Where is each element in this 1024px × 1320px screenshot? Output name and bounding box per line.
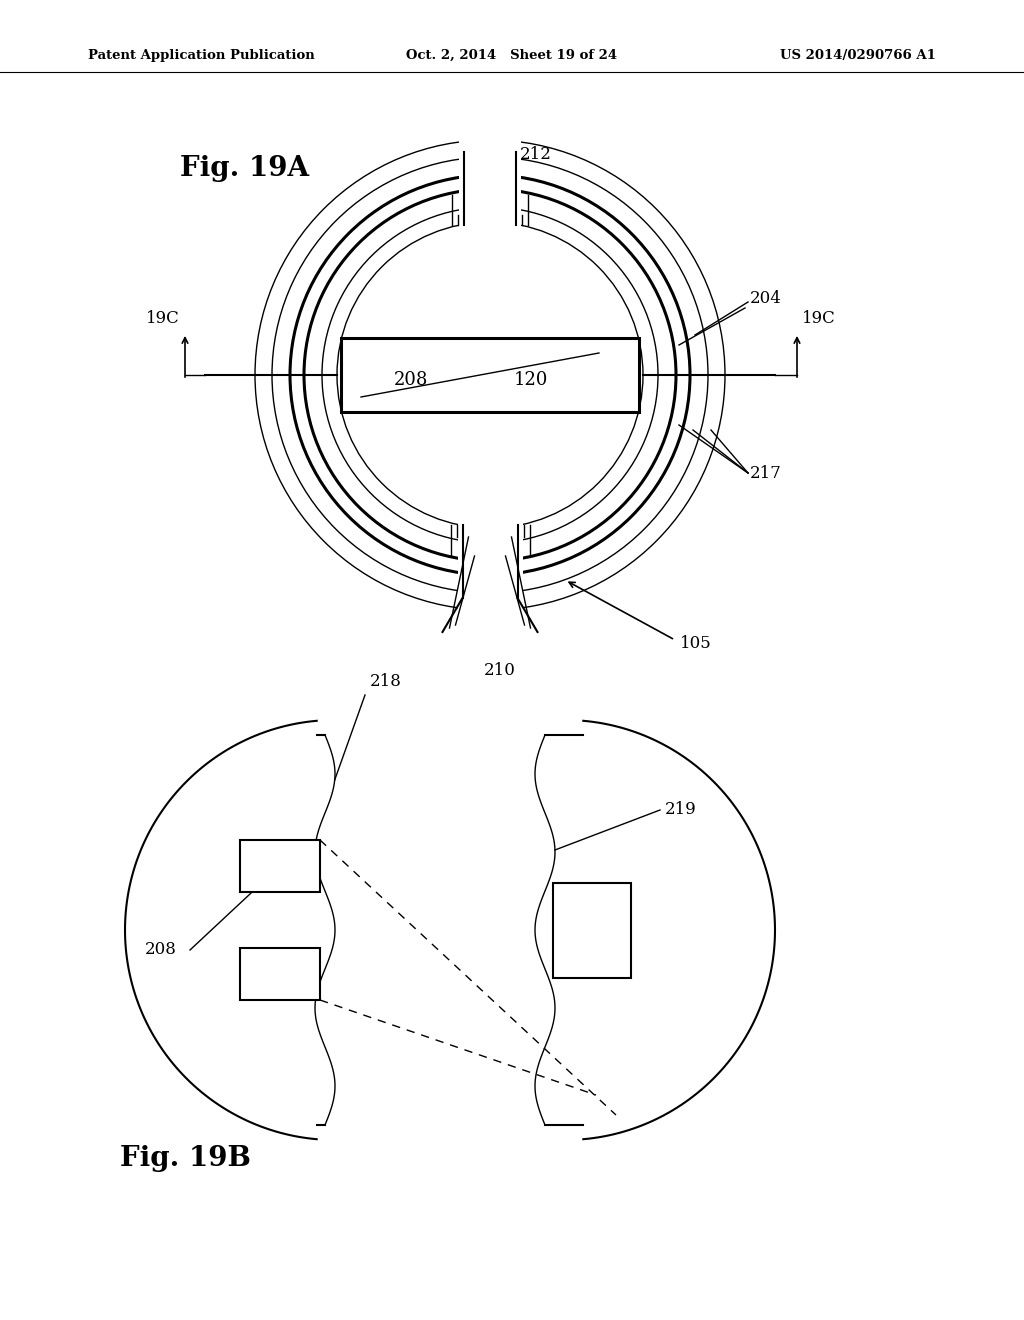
Text: 217: 217 xyxy=(750,465,782,482)
Bar xyxy=(459,129,521,227)
Bar xyxy=(240,948,319,1001)
Bar xyxy=(341,338,639,412)
Text: 219: 219 xyxy=(665,801,696,818)
Text: Fig. 19A: Fig. 19A xyxy=(180,154,309,182)
Text: 212: 212 xyxy=(520,147,552,162)
Text: 210: 210 xyxy=(484,663,516,678)
Text: Patent Application Publication: Patent Application Publication xyxy=(88,49,314,62)
Text: 218: 218 xyxy=(370,673,401,690)
Bar xyxy=(240,840,319,892)
Text: 208: 208 xyxy=(145,941,177,958)
Text: 120: 120 xyxy=(514,371,548,389)
Bar xyxy=(553,883,631,978)
Ellipse shape xyxy=(337,222,643,528)
Text: 204: 204 xyxy=(750,290,782,308)
Text: Oct. 2, 2014   Sheet 19 of 24: Oct. 2, 2014 Sheet 19 of 24 xyxy=(407,49,617,62)
Text: 19C: 19C xyxy=(802,310,836,327)
Text: Fig. 19B: Fig. 19B xyxy=(120,1144,251,1172)
Text: 19C: 19C xyxy=(146,310,180,327)
Text: 208: 208 xyxy=(394,371,428,389)
Bar xyxy=(458,523,522,635)
Bar xyxy=(341,338,639,412)
Text: US 2014/0290766 A1: US 2014/0290766 A1 xyxy=(780,49,936,62)
Text: 105: 105 xyxy=(680,635,712,652)
